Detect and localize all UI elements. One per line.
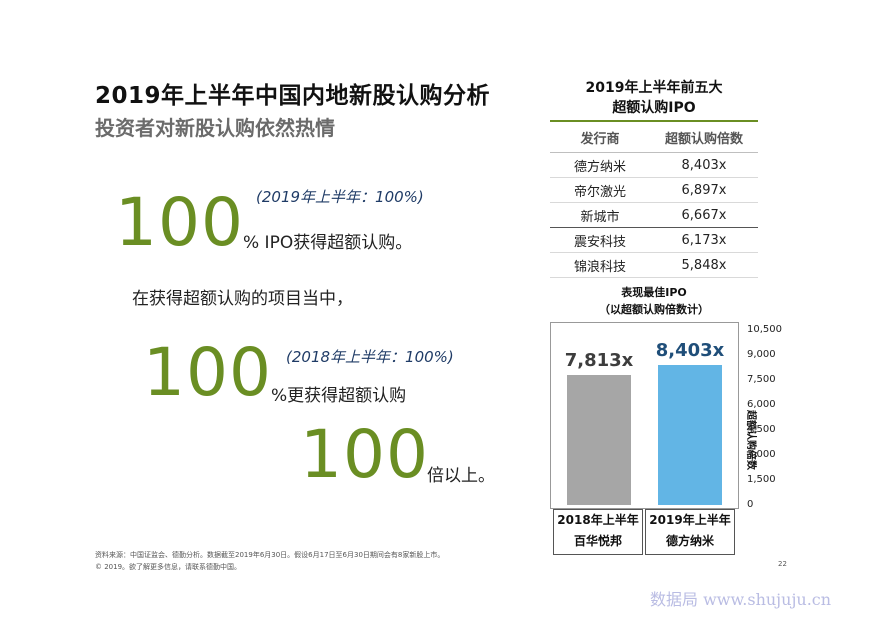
column-header-issuer: 发行商 [580, 131, 620, 147]
table-title-line1: 2019年上半年前五大 [585, 80, 723, 96]
page-subtitle: 投资者对新股认购依然热情 [95, 116, 335, 140]
x-category-period: 2018年上半年 [557, 513, 639, 527]
cell-issuer: 震安科技 [573, 234, 626, 250]
stat-note-2: (2018年上半年：100%) [286, 348, 454, 366]
table-row: 震安科技 6,173x [550, 228, 758, 253]
cell-multiple: 5,848x [681, 257, 727, 273]
cell-multiple: 6,173x [681, 232, 727, 248]
bar-1 [658, 364, 722, 505]
table-row: 帝尔激光 6,897x [550, 178, 758, 203]
y-tick-label: 7,500 [747, 374, 776, 385]
column-header-multiple: 超额认购倍数 [664, 131, 743, 147]
y-tick-label: 10,500 [747, 324, 782, 335]
stat-note-1: (2019年上半年：100%) [256, 188, 424, 206]
top-ipo-table: 发行商 超额认购倍数 德方纳米 8,403x 帝尔激光 6,897x 新城市 6… [550, 120, 758, 278]
x-category-1: 2019年上半年 德方纳米 [645, 509, 735, 555]
copyright-note: © 2019。欲了解更多信息，请联系德勤中国。 [95, 563, 242, 571]
y-tick-label: 4,500 [747, 424, 776, 435]
x-category-period: 2019年上半年 [649, 513, 731, 527]
footnote: 资料来源：中国证监会、德勤分析。数据截至2019年6月30日。假设6月17日至6… [95, 549, 444, 573]
table-title-line2: 超额认购IPO [612, 100, 696, 116]
watermark: 数据局 www.shujuju.cn [650, 590, 832, 609]
stat-number-3: 100 [300, 416, 429, 493]
cell-issuer: 帝尔激光 [573, 184, 626, 200]
cell-multiple: 8,403x [681, 157, 727, 173]
bar-value-label: 8,403x [655, 339, 725, 361]
stat-number-2: 100 [143, 334, 272, 411]
y-tick-label: 1,500 [747, 474, 776, 485]
table-title: 2019年上半年前五大 超额认购IPO [550, 78, 758, 118]
y-tick-label: 9,000 [747, 349, 776, 360]
chart-subtitle: （以超额认购倍数计） [599, 303, 709, 316]
source-note: 资料来源：中国证监会、德勤分析。数据截至2019年6月30日。假设6月17日至6… [95, 551, 445, 559]
stat-suffix-1: % IPO获得超额认购。 [243, 233, 413, 253]
x-category-name: 德方纳米 [665, 534, 714, 548]
table-header: 发行商 超额认购倍数 [550, 122, 758, 153]
page-title: 2019年上半年中国内地新股认购分析 [95, 83, 491, 109]
cell-issuer: 德方纳米 [573, 159, 626, 175]
stat-suffix-2: %更获得超额认购 [271, 386, 407, 406]
x-category-name: 百华悦邦 [573, 534, 622, 548]
x-category-0: 2018年上半年 百华悦邦 [553, 509, 643, 555]
table-row: 锦浪科技 5,848x [550, 253, 758, 278]
chart-y-axis-label: 超额认购倍数 [745, 410, 756, 470]
cell-issuer: 新城市 [580, 209, 620, 225]
stat-sentence: 在获得超额认购的项目当中， [132, 289, 353, 309]
y-tick-label: 3,000 [747, 449, 776, 460]
stat-suffix-3: 倍以上。 [427, 466, 495, 486]
table-row: 德方纳米 8,403x [550, 153, 758, 178]
cell-multiple: 6,667x [681, 207, 727, 223]
chart-title: 表现最佳IPO [621, 286, 687, 299]
bar-value-label: 7,813x [564, 349, 634, 371]
stat-number-1: 100 [115, 184, 244, 261]
chart-title-block: 表现最佳IPO （以超额认购倍数计） [550, 284, 758, 318]
cell-issuer: 锦浪科技 [573, 259, 626, 275]
table-row: 新城市 6,667x [550, 203, 758, 228]
bar-0 [567, 374, 631, 505]
cell-multiple: 6,897x [681, 182, 727, 198]
y-tick-label: 6,000 [747, 399, 776, 410]
y-tick-label: 0 [747, 499, 754, 510]
page-number: 22 [778, 560, 787, 568]
